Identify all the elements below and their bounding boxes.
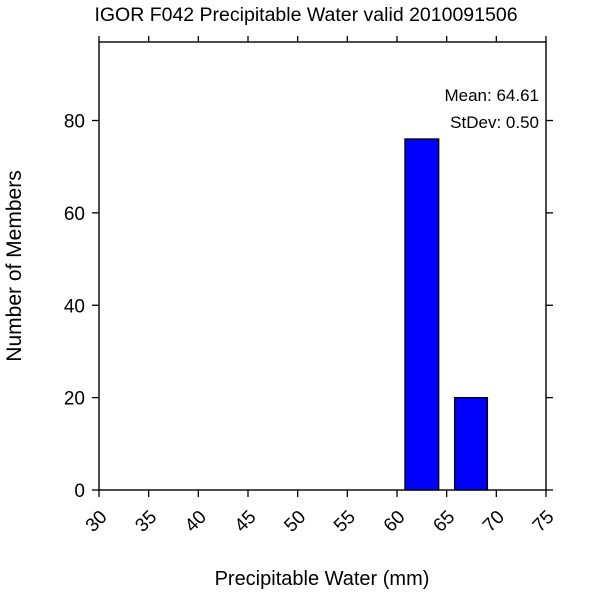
y-axis-label: Number of Members <box>3 170 26 361</box>
y-axis-ticks: 0 20 40 60 80 <box>64 112 553 502</box>
y-tick-label-60: 60 <box>64 204 85 225</box>
x-tick-label-40: 40 <box>181 507 211 537</box>
x-tick-label-70: 70 <box>479 507 509 537</box>
x-tick-label-55: 55 <box>330 507 360 537</box>
x-tick-label-60: 60 <box>380 507 410 537</box>
x-axis-label: Precipitable Water (mm) <box>215 568 430 590</box>
y-tick-label-80: 80 <box>64 112 85 133</box>
y-tick-label-20: 20 <box>64 389 85 410</box>
x-tick-label-45: 45 <box>231 507 261 537</box>
mean-annotation: Mean: 64.61 <box>444 86 539 105</box>
x-tick-label-65: 65 <box>429 507 459 537</box>
y-tick-label-40: 40 <box>64 296 85 317</box>
bars-group <box>404 138 489 491</box>
x-tick-label-75: 75 <box>529 507 559 537</box>
bar-2 <box>453 396 489 491</box>
x-tick-label-30: 30 <box>82 507 112 537</box>
x-tick-label-50: 50 <box>280 507 310 537</box>
x-tick-label-35: 35 <box>131 507 161 537</box>
y-tick-label-0: 0 <box>74 481 85 502</box>
chart-title: IGOR F042 Precipitable Water valid 20100… <box>94 4 517 26</box>
bar-1 <box>404 138 440 491</box>
plot-frame <box>98 41 547 491</box>
stdev-annotation: StDev: 0.50 <box>450 113 539 132</box>
